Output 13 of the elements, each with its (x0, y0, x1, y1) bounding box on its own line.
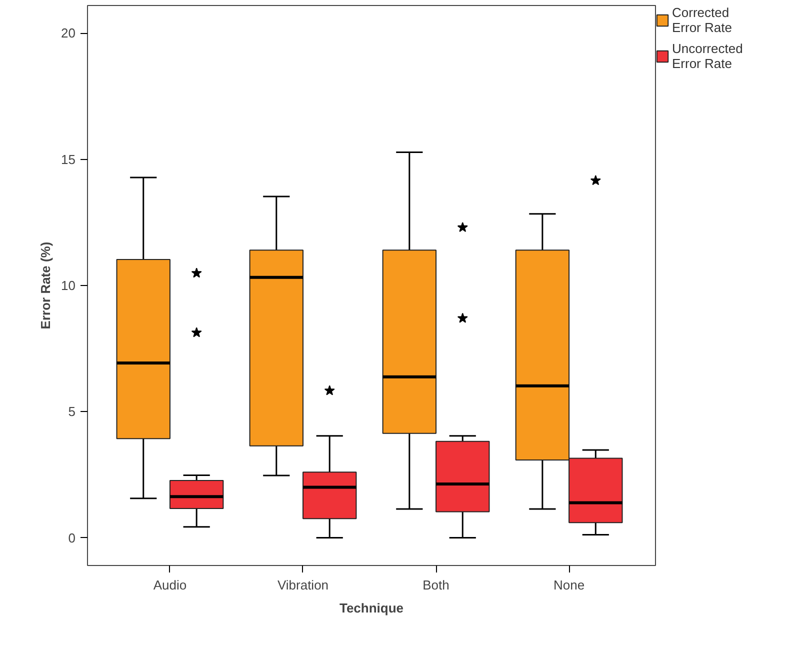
y-tick-label: 15 (61, 152, 76, 167)
legend-label: Uncorrected Error Rate (672, 41, 743, 71)
x-axis-title: Technique (339, 600, 404, 616)
x-tick-label: None (553, 578, 585, 592)
legend-label: Corrected Error Rate (672, 5, 732, 35)
y-tick-label: 5 (68, 404, 76, 420)
y-tick-label: 10 (61, 278, 76, 293)
y-tick-label: 20 (61, 26, 76, 41)
x-tick-label: Vibration (277, 578, 329, 592)
x-tick-label: Both (422, 578, 450, 592)
y-tick-label: 0 (68, 530, 76, 546)
x-tick-label: Audio (153, 578, 187, 592)
y-axis-title: Error Rate (%) (38, 242, 54, 330)
